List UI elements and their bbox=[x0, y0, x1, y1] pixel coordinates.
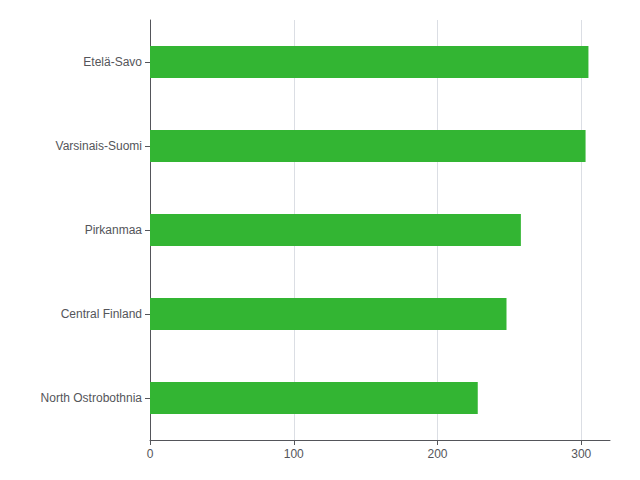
svg-text:Etelä-Savo: Etelä-Savo bbox=[83, 55, 142, 69]
svg-text:100: 100 bbox=[284, 447, 304, 461]
svg-text:300: 300 bbox=[571, 447, 591, 461]
svg-text:0: 0 bbox=[147, 447, 154, 461]
svg-text:Central Finland: Central Finland bbox=[61, 307, 142, 321]
svg-text:Varsinais-Suomi: Varsinais-Suomi bbox=[56, 139, 142, 153]
svg-text:Pirkanmaa: Pirkanmaa bbox=[85, 223, 143, 237]
svg-text:200: 200 bbox=[427, 447, 447, 461]
svg-text:North Ostrobothnia: North Ostrobothnia bbox=[41, 391, 143, 405]
